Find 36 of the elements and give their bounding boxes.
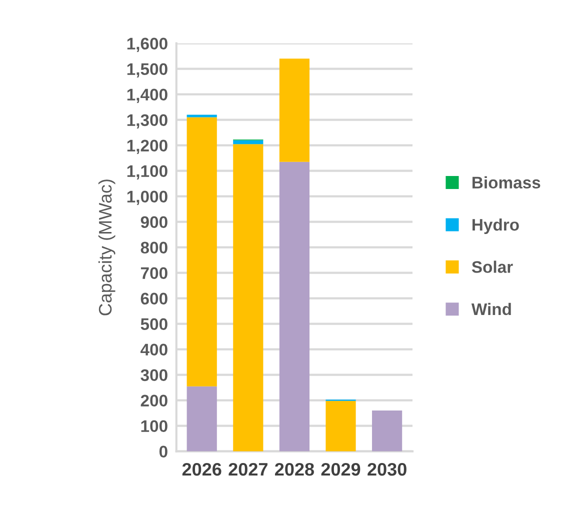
y-tick-label: 700 bbox=[140, 267, 168, 280]
y-tick-label: 200 bbox=[140, 394, 168, 407]
y-tick-label: 0 bbox=[159, 446, 168, 458]
bar bbox=[279, 162, 310, 452]
x-tick-label: 2029 bbox=[321, 462, 360, 476]
y-tick-label: 1,600 bbox=[127, 38, 168, 52]
y-tick-label: 600 bbox=[140, 292, 168, 305]
y-tick-label: 1,100 bbox=[127, 165, 168, 180]
y-tick-label: 900 bbox=[140, 216, 168, 228]
y-tick-label: 1,300 bbox=[127, 114, 168, 128]
legend-label: Solar bbox=[472, 260, 513, 273]
legend-label: Biomass bbox=[472, 176, 540, 189]
x-tick-label: 2026 bbox=[182, 462, 222, 476]
bar bbox=[186, 386, 217, 452]
y-tick-label: 400 bbox=[140, 344, 168, 356]
y-tick-label: 500 bbox=[140, 318, 168, 330]
bar bbox=[233, 144, 264, 452]
y-tick-label: 300 bbox=[140, 369, 168, 382]
y-tick-label: 100 bbox=[141, 420, 168, 432]
bar bbox=[186, 117, 217, 386]
bar bbox=[186, 114, 217, 118]
x-tick-label: 2028 bbox=[275, 462, 314, 476]
x-tick-label: 2027 bbox=[228, 462, 268, 476]
bar bbox=[279, 58, 310, 162]
legend-label: Hydro bbox=[472, 218, 519, 234]
y-tick-label: 1,200 bbox=[127, 140, 168, 154]
bar bbox=[372, 410, 402, 452]
x-tick-label: 2030 bbox=[368, 462, 406, 476]
legend-label: Wind bbox=[471, 302, 511, 316]
bar bbox=[326, 400, 356, 452]
y-tick-label: 800 bbox=[140, 242, 168, 254]
y-tick-label: 1,400 bbox=[127, 88, 168, 103]
y-tick-label: 1,500 bbox=[127, 63, 168, 78]
y-axis-title: Capacity (MWac) bbox=[98, 180, 116, 316]
y-tick-label: 1,000 bbox=[127, 190, 168, 205]
bar bbox=[233, 140, 264, 144]
